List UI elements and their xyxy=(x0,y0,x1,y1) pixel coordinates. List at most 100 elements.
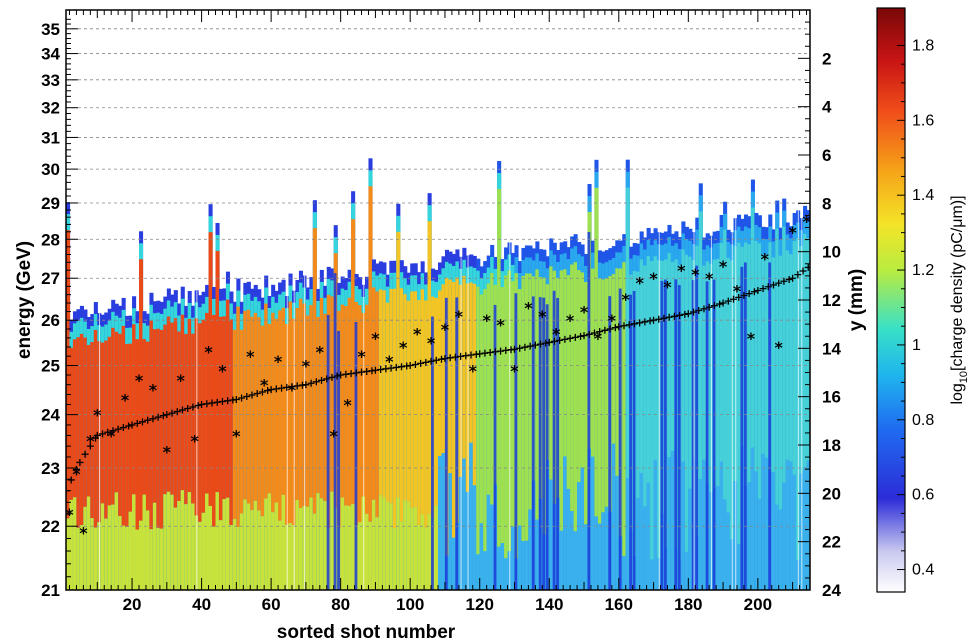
heatmap-column-low xyxy=(86,496,91,590)
heatmap-column-low xyxy=(639,473,644,590)
heatmap-column-low xyxy=(472,485,477,590)
heatmap-gap xyxy=(731,232,733,590)
heatmap-column-low xyxy=(104,518,109,590)
plus-marker xyxy=(457,352,465,360)
heatmap-column-core xyxy=(601,279,606,513)
colorbar: 0.4 0.6 0.8 1 1.2 1.4 1.6 1.8 log10[charge dens… xyxy=(876,7,970,593)
star-marker: * xyxy=(719,257,728,276)
plus-marker xyxy=(491,348,499,356)
heatmap-column-low xyxy=(156,527,161,590)
heatmap-column-core xyxy=(806,238,810,461)
heatmap-column-core xyxy=(382,290,387,498)
heatmap-column-low xyxy=(643,506,648,590)
heatmap-column-core xyxy=(472,283,477,486)
heatmap-column-core xyxy=(375,291,380,518)
heatmap-column-core xyxy=(736,242,742,545)
heatmap-column-low xyxy=(441,453,446,590)
heatmap-stripe xyxy=(354,321,358,590)
heatmap-column-low xyxy=(260,516,265,590)
grid-lines xyxy=(66,28,810,590)
x-tick-label: 160 xyxy=(605,595,633,614)
heatmap-column-low xyxy=(344,505,349,590)
plus-marker xyxy=(189,403,197,411)
plus-marker xyxy=(620,322,628,330)
heatmap-column-core xyxy=(782,226,787,483)
plus-marker xyxy=(312,378,320,386)
plus-marker xyxy=(392,363,400,371)
heatmap-column-low xyxy=(483,551,488,590)
star-marker: * xyxy=(802,212,811,231)
plus-marker xyxy=(601,326,609,334)
heatmap-column-low xyxy=(323,501,328,590)
x-tick-label: 200 xyxy=(744,595,772,614)
plus-marker xyxy=(665,313,673,321)
heatmap-column-core xyxy=(469,282,474,443)
plus-marker xyxy=(154,413,162,421)
heatmap-column-core xyxy=(424,300,429,528)
heatmap-column-core xyxy=(159,329,164,529)
plus-marker xyxy=(516,344,524,352)
heatmap-column-low xyxy=(121,525,126,590)
heatmap-column-low xyxy=(517,525,523,590)
heatmap-column-low xyxy=(225,497,231,590)
heatmap-gap xyxy=(286,296,288,590)
plus-marker xyxy=(537,340,545,348)
heatmap-column-low xyxy=(218,520,224,590)
heatmap-column-low xyxy=(747,482,752,590)
heatmap-column-core xyxy=(726,257,731,513)
heatmap-column-low xyxy=(191,503,196,590)
heatmap-column-core xyxy=(462,275,467,459)
heatmap-column-low xyxy=(792,474,797,590)
star-marker: * xyxy=(93,406,102,425)
heatmap-column-core xyxy=(764,255,769,458)
star-marker: * xyxy=(524,298,533,317)
plus-marker xyxy=(462,352,470,360)
plus-marker xyxy=(293,382,301,390)
plus-marker xyxy=(750,288,758,296)
heatmap-column-core xyxy=(563,269,568,457)
heatmap-column-low xyxy=(524,540,529,590)
y-left-tick-label: 27 xyxy=(41,269,60,288)
plus-marker xyxy=(716,300,724,308)
plus-marker xyxy=(133,419,141,427)
plus-marker xyxy=(272,385,280,393)
heatmap-column-core xyxy=(278,310,283,521)
heatmap-column-core xyxy=(212,314,217,527)
plus-marker xyxy=(278,384,286,392)
heatmap-column-low xyxy=(128,511,133,590)
plus-marker xyxy=(441,354,449,362)
heatmap-column-core xyxy=(149,320,154,530)
y-right-tick-label: 4 xyxy=(822,98,832,117)
heatmap-column-core xyxy=(761,254,766,455)
heatmap-column-low xyxy=(719,461,724,590)
star-marker: * xyxy=(427,333,436,352)
star-marker: * xyxy=(775,338,784,357)
x-tick-label: 100 xyxy=(396,595,424,614)
heatmap-column-core xyxy=(476,286,481,555)
heatmap-column-core xyxy=(497,189,502,547)
star-marker: * xyxy=(204,343,213,362)
heatmap-column-low xyxy=(319,498,324,590)
heatmap-column-low xyxy=(100,503,105,590)
colorbar-title: log10[charge density (pC/μm)] xyxy=(949,195,970,404)
heatmap-column-low xyxy=(184,504,189,590)
plus-marker xyxy=(780,277,788,285)
heatmap-column-low xyxy=(653,460,658,590)
heatmap-stripe xyxy=(587,231,591,590)
heatmap-column-low xyxy=(145,510,151,590)
heatmap-column-low xyxy=(222,499,227,590)
heatmap-column-core xyxy=(413,291,418,508)
heatmap-gap xyxy=(196,290,198,590)
heatmap-column-core xyxy=(264,303,269,499)
x-tick-label: 80 xyxy=(331,595,350,614)
colorbar-tick-label: 0.6 xyxy=(912,487,934,504)
plus-marker xyxy=(203,400,211,408)
heatmap-stripe xyxy=(743,262,747,590)
heatmap-column-low xyxy=(264,498,269,590)
plus-marker xyxy=(382,365,390,373)
heatmap-column-core xyxy=(128,343,133,512)
heatmap-column-low xyxy=(278,520,283,590)
heatmap-column-core xyxy=(274,318,279,503)
heatmap-stripe xyxy=(552,290,556,590)
heatmap-column-low xyxy=(312,513,317,590)
